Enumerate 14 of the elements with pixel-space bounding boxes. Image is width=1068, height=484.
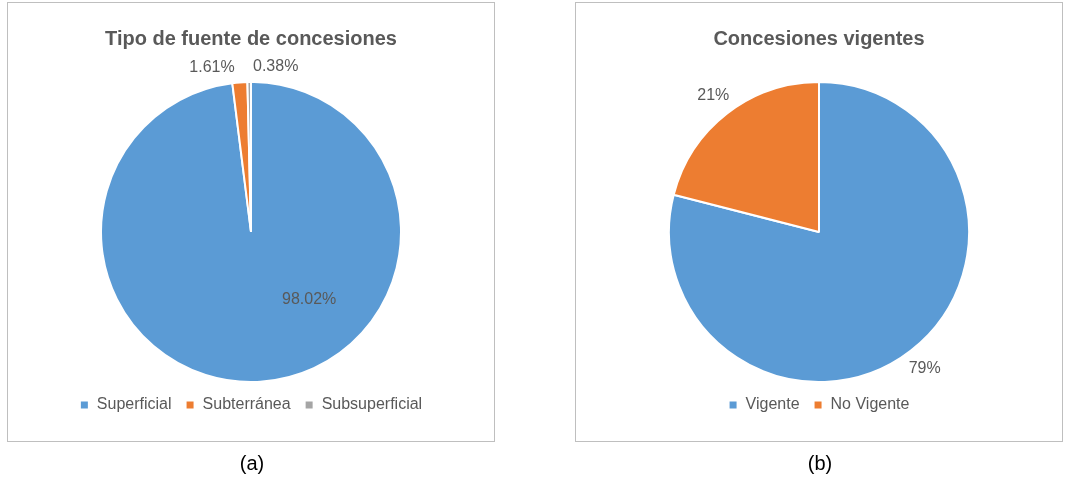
data-label: 21% [697, 86, 730, 104]
legend-label: Subsuperficial [321, 395, 423, 413]
legend-label: Subterránea [202, 395, 291, 413]
legend-label: Superficial [96, 395, 172, 413]
legend-label: No Vigente [830, 395, 910, 413]
text: (b) [806, 452, 834, 475]
legend-label: Vigente [745, 395, 800, 413]
chart-title: Concesiones vigentes [713, 26, 925, 49]
data-label: 0.38% [253, 57, 299, 75]
data-label: 1.61% [189, 57, 235, 75]
data-label: 79% [908, 358, 941, 376]
chart-title: Tipo de fuente de concesiones [105, 26, 397, 49]
text: (a) [238, 452, 266, 475]
data-label: 98.02% [281, 289, 337, 307]
